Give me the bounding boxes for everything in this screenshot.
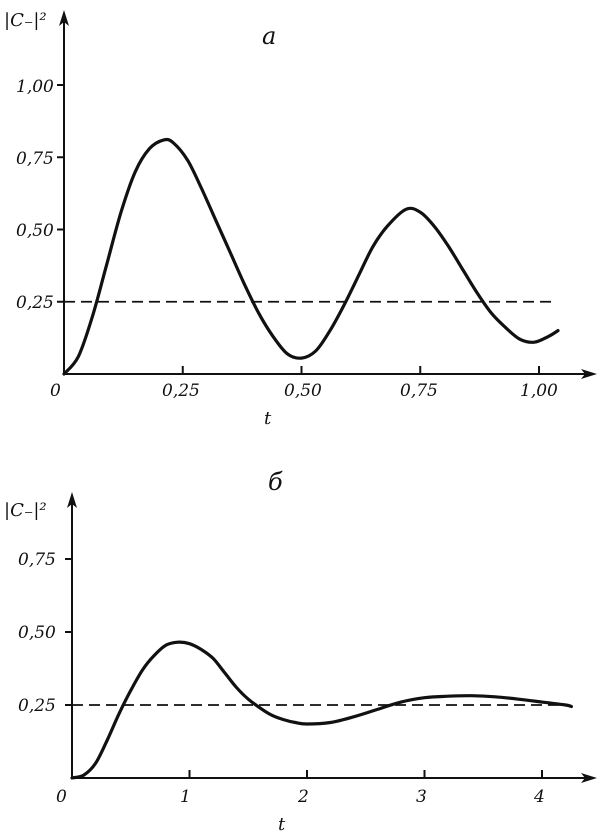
panel-a-y-tick-label: 1,00: [16, 77, 54, 97]
panel-b-y-axis-title: |C₋|²: [4, 500, 47, 521]
panel-a-y-axis-arrow: [59, 10, 69, 26]
panel-a-x-tick-label: 1,00: [520, 381, 558, 401]
panel-b-x-axis-arrow: [581, 773, 597, 783]
panel-b: б |C₋|² t 0 0,25 0,50 0,75 1 2 3 4: [4, 468, 597, 835]
panel-a-x-tick-label: 0,25: [162, 381, 200, 401]
panel-b-x-tick-label: 2: [297, 787, 309, 807]
panel-b-y-tick-label: 0,50: [18, 623, 56, 643]
panel-a-origin-label: 0: [50, 381, 61, 401]
panel-b-y-axis-arrow: [67, 492, 77, 508]
panel-a-x-tick-label: 0,50: [284, 381, 322, 401]
panel-a: а |C₋|² t 0 0,25 0,50 0,75 1,00 0,25 0,5…: [4, 10, 597, 429]
panel-b-x-tick-label: 1: [180, 787, 191, 807]
panel-a-x-tick-label: 0,75: [400, 381, 438, 401]
panel-b-y-tick-label: 0,75: [18, 550, 56, 570]
panel-b-x-axis-title: t: [278, 814, 286, 835]
panel-b-x-tick-label: 4: [533, 787, 545, 807]
panel-a-series-line: [62, 137, 560, 376]
panel-a-x-axis-title: t: [264, 408, 272, 429]
panel-b-series-line: [70, 640, 573, 780]
panel-a-x-axis-arrow: [581, 369, 597, 379]
panel-a-y-tick-label: 0,25: [16, 293, 54, 313]
panel-a-y-tick-label: 0,50: [16, 221, 54, 241]
panel-b-y-tick-label: 0,25: [18, 696, 56, 716]
panel-a-y-axis-title: |C₋|²: [4, 10, 47, 31]
panel-a-label: а: [262, 22, 276, 50]
panel-b-origin-label: 0: [56, 787, 67, 807]
panel-a-y-tick-label: 0,75: [16, 149, 54, 169]
panel-b-x-tick-label: 3: [416, 787, 427, 807]
panel-b-label: б: [268, 468, 283, 496]
